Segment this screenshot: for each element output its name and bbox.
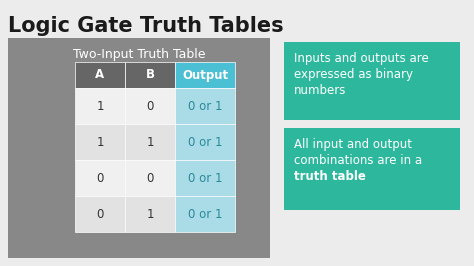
FancyBboxPatch shape [175, 160, 235, 196]
Text: 0: 0 [96, 172, 104, 185]
Text: 1: 1 [146, 207, 154, 221]
Text: 0: 0 [96, 207, 104, 221]
Text: A: A [95, 69, 105, 81]
FancyBboxPatch shape [125, 160, 175, 196]
Text: 0 or 1: 0 or 1 [188, 99, 222, 113]
Text: Logic Gate Truth Tables: Logic Gate Truth Tables [8, 16, 283, 36]
Text: Output: Output [182, 69, 228, 81]
FancyBboxPatch shape [125, 62, 175, 88]
FancyBboxPatch shape [175, 196, 235, 232]
Text: 1: 1 [146, 135, 154, 148]
Text: truth table: truth table [294, 170, 366, 183]
FancyBboxPatch shape [175, 88, 235, 124]
Text: expressed as binary: expressed as binary [294, 68, 413, 81]
FancyBboxPatch shape [75, 62, 125, 88]
Text: Two-Input Truth Table: Two-Input Truth Table [73, 48, 205, 61]
FancyBboxPatch shape [75, 196, 125, 232]
Text: 0 or 1: 0 or 1 [188, 135, 222, 148]
FancyBboxPatch shape [125, 124, 175, 160]
Text: 0: 0 [146, 99, 154, 113]
Text: 1: 1 [96, 99, 104, 113]
Text: numbers: numbers [294, 84, 346, 97]
Text: 0: 0 [146, 172, 154, 185]
Text: B: B [146, 69, 155, 81]
FancyBboxPatch shape [75, 124, 125, 160]
FancyBboxPatch shape [175, 124, 235, 160]
FancyBboxPatch shape [175, 62, 235, 88]
FancyBboxPatch shape [284, 42, 460, 120]
FancyBboxPatch shape [125, 196, 175, 232]
Text: Inputs and outputs are: Inputs and outputs are [294, 52, 429, 65]
FancyBboxPatch shape [75, 160, 125, 196]
Text: 0 or 1: 0 or 1 [188, 207, 222, 221]
FancyBboxPatch shape [75, 88, 125, 124]
Text: 1: 1 [96, 135, 104, 148]
Text: 0 or 1: 0 or 1 [188, 172, 222, 185]
FancyBboxPatch shape [125, 88, 175, 124]
FancyBboxPatch shape [284, 128, 460, 210]
Text: All input and output: All input and output [294, 138, 412, 151]
FancyBboxPatch shape [8, 38, 270, 258]
Text: combinations are in a: combinations are in a [294, 154, 422, 167]
